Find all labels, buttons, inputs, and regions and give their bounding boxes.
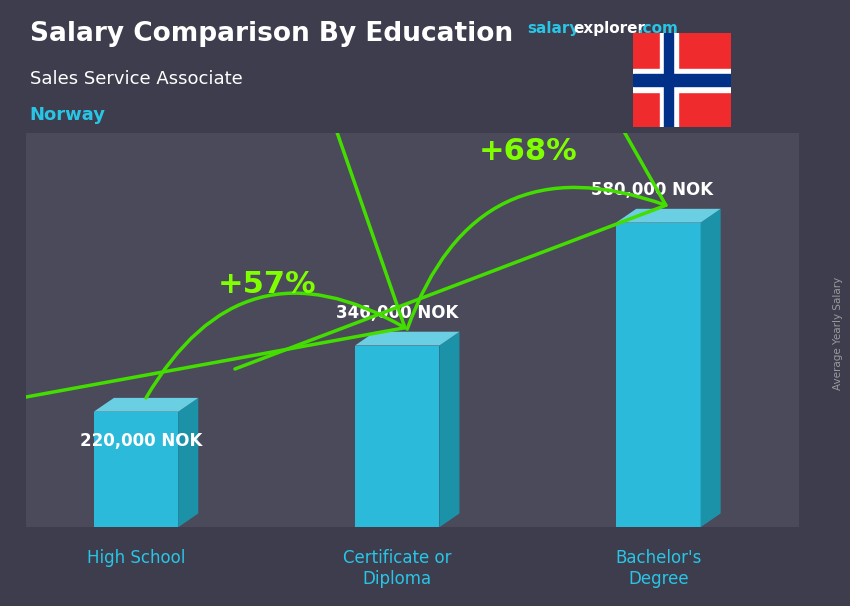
Text: Sales Service Associate: Sales Service Associate: [30, 70, 242, 88]
Bar: [665, 33, 673, 127]
Text: Norway: Norway: [30, 106, 105, 124]
Bar: [633, 75, 731, 86]
Polygon shape: [439, 331, 460, 527]
Polygon shape: [700, 209, 721, 527]
Polygon shape: [178, 398, 198, 527]
Text: Average Yearly Salary: Average Yearly Salary: [833, 277, 843, 390]
Text: +68%: +68%: [479, 136, 577, 165]
Bar: [633, 68, 731, 92]
Polygon shape: [94, 411, 178, 527]
Text: 220,000 NOK: 220,000 NOK: [80, 431, 202, 450]
Text: salary: salary: [527, 21, 580, 36]
Bar: [660, 33, 677, 127]
FancyArrowPatch shape: [235, 0, 666, 369]
Text: 580,000 NOK: 580,000 NOK: [592, 181, 713, 199]
Polygon shape: [94, 398, 198, 411]
Text: .com: .com: [638, 21, 678, 36]
Text: explorer: explorer: [574, 21, 646, 36]
Text: Salary Comparison By Education: Salary Comparison By Education: [30, 21, 513, 47]
Text: 346,000 NOK: 346,000 NOK: [336, 304, 458, 322]
Text: +57%: +57%: [218, 270, 316, 299]
Polygon shape: [616, 222, 700, 527]
Polygon shape: [355, 331, 460, 345]
Polygon shape: [355, 345, 439, 527]
FancyArrowPatch shape: [0, 0, 405, 411]
Polygon shape: [616, 209, 721, 222]
